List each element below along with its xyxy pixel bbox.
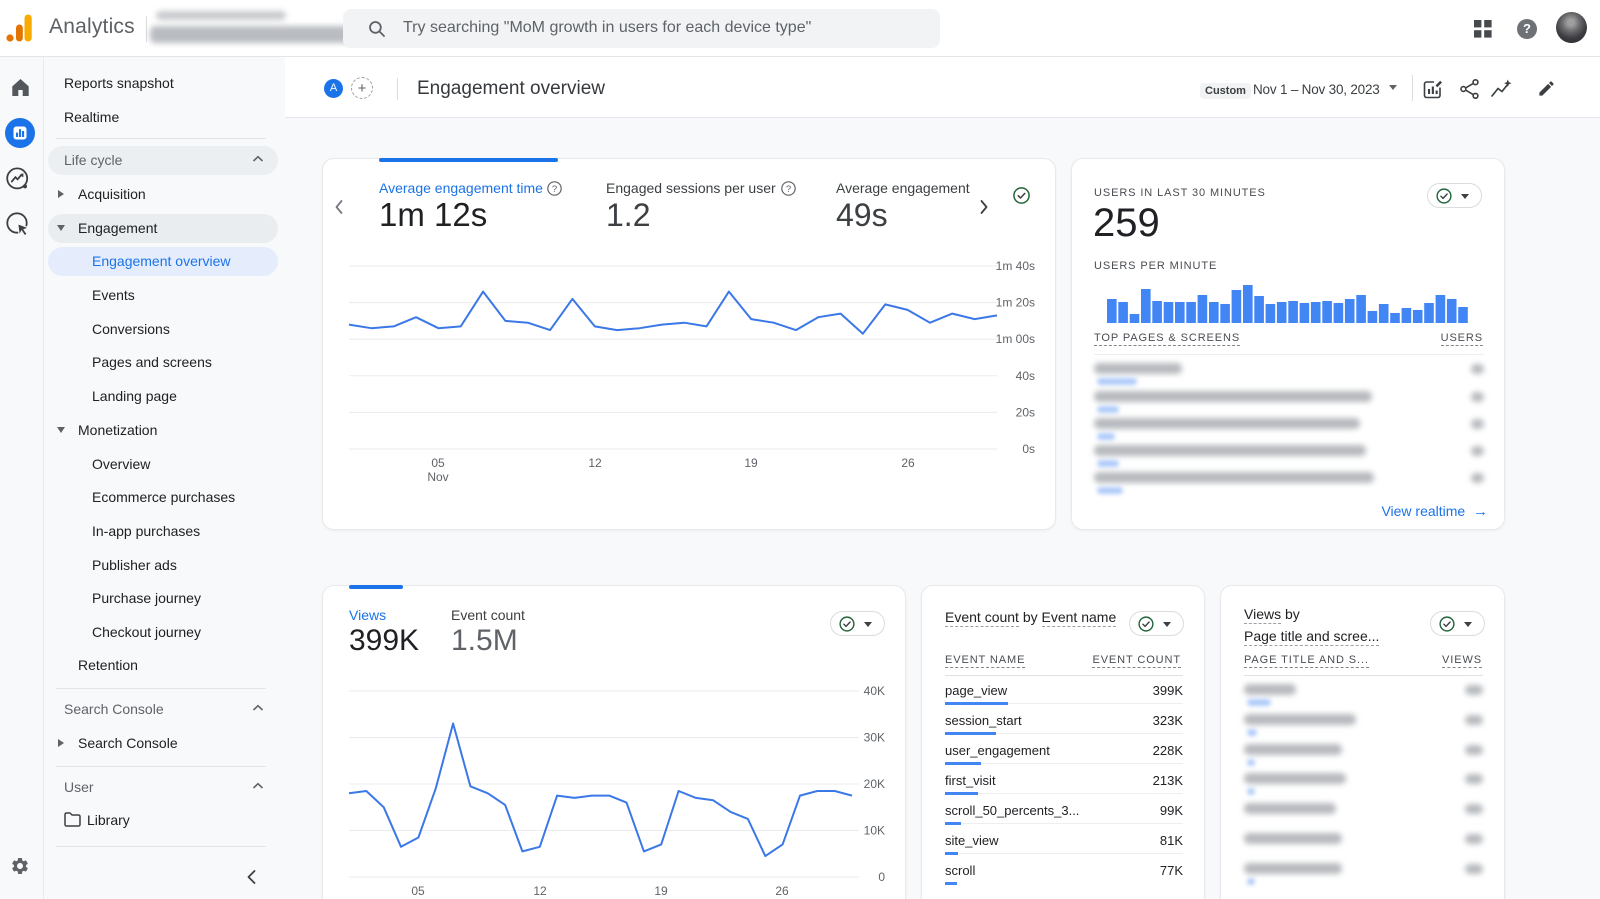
svg-text:19: 19 bbox=[654, 884, 668, 898]
svg-text:12: 12 bbox=[533, 884, 547, 898]
svg-text:10K: 10K bbox=[864, 824, 885, 838]
svg-text:12: 12 bbox=[588, 456, 602, 470]
svg-text:0: 0 bbox=[878, 870, 885, 884]
svg-text:19: 19 bbox=[744, 456, 758, 470]
svg-text:05: 05 bbox=[431, 456, 445, 470]
svg-text:1m 40s: 1m 40s bbox=[996, 259, 1035, 273]
svg-text:?: ? bbox=[786, 184, 791, 195]
svg-text:1m 20s: 1m 20s bbox=[996, 296, 1035, 310]
svg-text:0s: 0s bbox=[1022, 442, 1035, 456]
svg-text:40K: 40K bbox=[864, 684, 885, 698]
svg-text:26: 26 bbox=[901, 456, 915, 470]
svg-text:40s: 40s bbox=[1016, 369, 1035, 383]
svg-text:30K: 30K bbox=[864, 731, 885, 745]
svg-text:05: 05 bbox=[411, 884, 425, 898]
svg-text:26: 26 bbox=[775, 884, 789, 898]
svg-text:?: ? bbox=[552, 184, 557, 195]
svg-text:1m 00s: 1m 00s bbox=[996, 332, 1035, 346]
svg-text:20s: 20s bbox=[1016, 405, 1035, 419]
svg-text:Nov: Nov bbox=[427, 470, 448, 484]
svg-text:20K: 20K bbox=[864, 777, 885, 791]
